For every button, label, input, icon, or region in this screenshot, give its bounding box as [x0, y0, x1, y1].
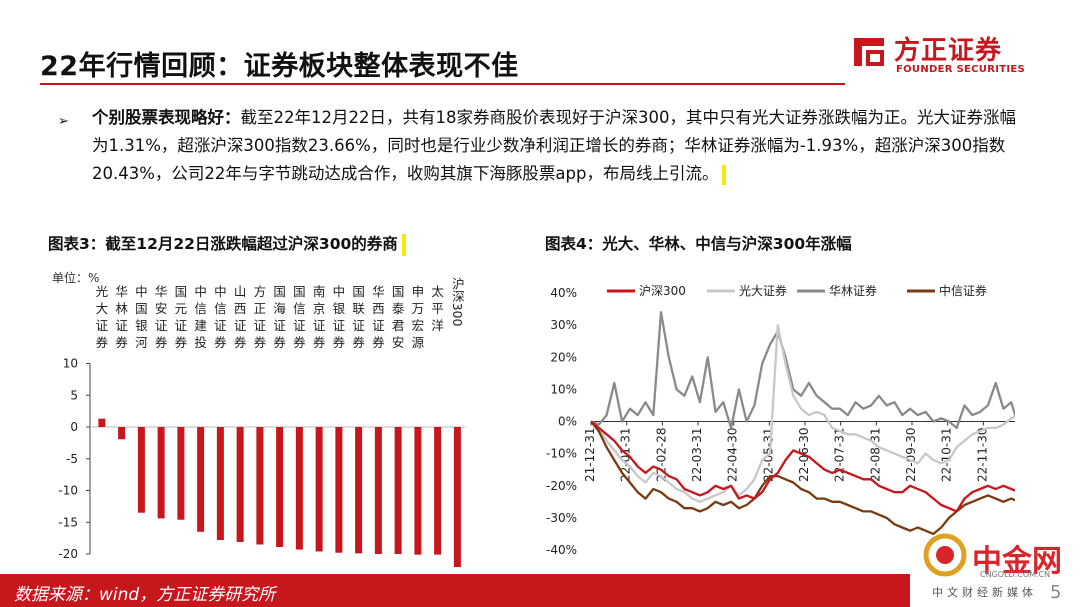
y-tick-label: 40%	[550, 286, 577, 300]
legend-label: 华林证券	[829, 283, 877, 298]
series-line	[590, 420, 1015, 536]
y-tick-label: 10	[63, 357, 78, 371]
legend-label: 中信证券	[939, 283, 987, 298]
category-label: 中银证券	[333, 284, 346, 350]
category-label: 国元证券	[175, 284, 188, 350]
bar	[276, 427, 284, 548]
y-tick-label: -40%	[546, 543, 577, 557]
chart3-title-marker	[401, 233, 406, 256]
category-label: 华安证券	[155, 284, 168, 350]
category-label: 华林证券	[115, 284, 128, 350]
category-label: 华西证券	[372, 284, 385, 350]
y-tick-label: -10	[58, 484, 78, 498]
x-tick-label: 22-03-31	[690, 428, 704, 482]
bar	[374, 427, 382, 554]
category-label: 国信证券	[293, 284, 306, 350]
bar	[157, 427, 165, 519]
bar-chart: 单位：%光大证券华林证券中国银河华安证券国元证券中信建投中信证券山西证券方正证券…	[52, 270, 465, 567]
category-label: 中信建投	[194, 284, 207, 350]
x-tick-label: 21-12-31	[583, 428, 597, 482]
bar	[414, 427, 422, 555]
logo-name-cn: 方正证券	[894, 36, 1003, 66]
company-logo: 方正证券 FOUNDER SECURITIES	[848, 28, 1038, 80]
series-line	[590, 323, 1015, 503]
bar	[453, 427, 461, 567]
category-label: 太平洋	[431, 284, 444, 333]
category-label: 国联证券	[352, 284, 365, 350]
bar	[197, 427, 205, 532]
x-tick-label: 22-07-31	[833, 428, 847, 482]
series-line	[590, 311, 1015, 430]
category-label: 沪深300	[450, 278, 465, 327]
unit-label: 单位：%	[52, 270, 99, 285]
logo-name-en: FOUNDER SECURITIES	[896, 64, 1026, 75]
bar	[434, 427, 442, 555]
bullet-lead: 个别股票表现略好：	[92, 108, 241, 127]
legend-label: 沪深300	[639, 284, 686, 298]
category-label: 申万宏源	[412, 284, 425, 350]
watermark-name: 中金网	[972, 544, 1062, 579]
x-tick-label: 22-10-31	[940, 428, 954, 482]
y-tick-label: -5	[66, 452, 78, 466]
category-label: 国泰君安	[392, 284, 405, 350]
bar	[394, 427, 402, 554]
y-tick-label: 0	[70, 420, 78, 434]
bar	[315, 427, 323, 552]
legend-label: 光大证券	[739, 283, 787, 298]
bullet-paragraph: 个别股票表现略好：截至22年12月22日，共有18家券商股价表现好于沪深300，…	[92, 104, 1032, 188]
line-chart: 40% 30% 20% 10% 0% -10% -20% -30% -40% 21-12-31 22…	[546, 283, 1015, 557]
y-tick-label: 0%	[558, 415, 577, 429]
y-tick-label: -15	[58, 515, 78, 529]
category-label: 中国银河	[135, 284, 148, 350]
watermark-logo-icon	[923, 533, 967, 577]
bar	[216, 427, 224, 541]
y-tick-label: 30%	[550, 318, 577, 332]
y-tick-label: -10%	[546, 447, 577, 461]
bar	[295, 427, 303, 550]
bar	[256, 427, 264, 545]
bullet-text: 截至22年12月22日，共有18家券商股价表现好于沪深300，其中只有光大证券涨…	[92, 108, 1016, 183]
bar	[98, 418, 106, 427]
x-tick-label: 22-11-30	[975, 428, 989, 482]
series-line	[590, 420, 1015, 513]
category-label: 南京证券	[313, 284, 326, 350]
x-tick-label: 22-08-31	[868, 428, 882, 482]
watermark: 中金网 CNGOLD.COM.CN 中文财经新媒体	[922, 532, 1072, 602]
category-label: 中信证券	[214, 284, 227, 350]
bar	[177, 427, 185, 520]
category-label: 方正证券	[254, 284, 267, 350]
founder-logo-icon	[854, 38, 884, 66]
y-tick-label: -30%	[546, 511, 577, 525]
footer-bar: 数据来源：wind，方正证券研究所	[0, 574, 910, 607]
bar	[335, 427, 343, 553]
bullet-arrow-icon: ➢	[58, 114, 69, 129]
watermark-subtitle: 中文财经新媒体	[932, 586, 1037, 599]
page-number: 5	[1050, 582, 1062, 603]
chart3-title-text: 图表3：截至12月22日涨跌幅超过沪深300的券商	[48, 235, 398, 253]
bar	[137, 427, 145, 513]
category-label: 山西证券	[234, 284, 247, 350]
category-label: 光大证券	[96, 284, 109, 350]
title-rule	[40, 83, 845, 85]
y-tick-label: 10%	[550, 382, 577, 396]
y-tick-label: -20	[58, 547, 78, 561]
text-highlight-marker	[722, 164, 727, 185]
bar	[118, 427, 126, 440]
chart4-title: 图表4：光大、华林、中信与沪深300年涨幅	[545, 235, 852, 253]
y-tick-label: -20%	[546, 479, 577, 493]
x-tick-label: 22-09-30	[904, 428, 918, 482]
watermark-url: CNGOLD.COM.CN	[980, 570, 1051, 579]
y-tick-label: 5	[70, 388, 78, 402]
x-tick-label: 22-04-30	[726, 428, 740, 482]
category-label: 国海证券	[273, 284, 286, 350]
y-tick-label: 20%	[550, 350, 577, 364]
page-title: 22年行情回顾：证券板块整体表现不佳	[40, 51, 519, 82]
bar	[236, 427, 244, 542]
data-source: 数据来源：wind，方正证券研究所	[14, 585, 276, 605]
chart3-title: 图表3：截至12月22日涨跌幅超过沪深300的券商	[48, 232, 406, 256]
bar	[355, 427, 363, 554]
